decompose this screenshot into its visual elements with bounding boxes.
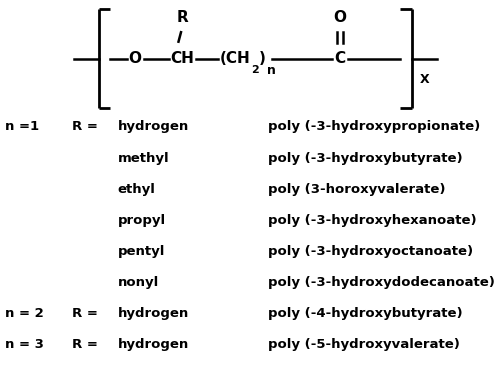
Text: C: C <box>334 51 345 66</box>
Text: R: R <box>176 9 188 25</box>
Text: nonyl: nonyl <box>118 276 159 289</box>
Text: poly (-3-hydroxyoctanoate): poly (-3-hydroxyoctanoate) <box>268 245 472 258</box>
Text: 2: 2 <box>251 65 259 75</box>
Text: poly (-3-hydroxypropionate): poly (-3-hydroxypropionate) <box>268 121 480 133</box>
Text: n = 3: n = 3 <box>5 338 44 351</box>
Text: n = 2: n = 2 <box>5 307 44 320</box>
Text: R =: R = <box>72 121 99 133</box>
Text: X: X <box>420 73 430 86</box>
Text: poly (-5-hydroxyvalerate): poly (-5-hydroxyvalerate) <box>268 338 460 351</box>
Text: hydrogen: hydrogen <box>118 121 189 133</box>
Text: R =: R = <box>72 338 99 351</box>
Text: hydrogen: hydrogen <box>118 338 189 351</box>
Text: (CH: (CH <box>220 51 251 66</box>
Text: hydrogen: hydrogen <box>118 307 189 320</box>
Text: R =: R = <box>72 307 99 320</box>
Text: poly (-3-hydroxyhexanoate): poly (-3-hydroxyhexanoate) <box>268 214 476 227</box>
Text: poly (3-horoxyvalerate): poly (3-horoxyvalerate) <box>268 183 445 196</box>
Text: poly (-3-hydroxybutyrate): poly (-3-hydroxybutyrate) <box>268 152 462 164</box>
Text: CH: CH <box>170 51 194 66</box>
Text: O: O <box>334 9 346 25</box>
Text: pentyl: pentyl <box>118 245 165 258</box>
Text: propyl: propyl <box>118 214 166 227</box>
Text: O: O <box>128 51 141 66</box>
Text: ): ) <box>258 51 266 66</box>
Text: n =1: n =1 <box>5 121 39 133</box>
Text: poly (-4-hydroxybutyrate): poly (-4-hydroxybutyrate) <box>268 307 462 320</box>
Text: methyl: methyl <box>118 152 169 164</box>
Text: ethyl: ethyl <box>118 183 156 196</box>
Text: n: n <box>266 64 276 77</box>
Text: poly (-3-hydroxydodecanoate): poly (-3-hydroxydodecanoate) <box>268 276 494 289</box>
